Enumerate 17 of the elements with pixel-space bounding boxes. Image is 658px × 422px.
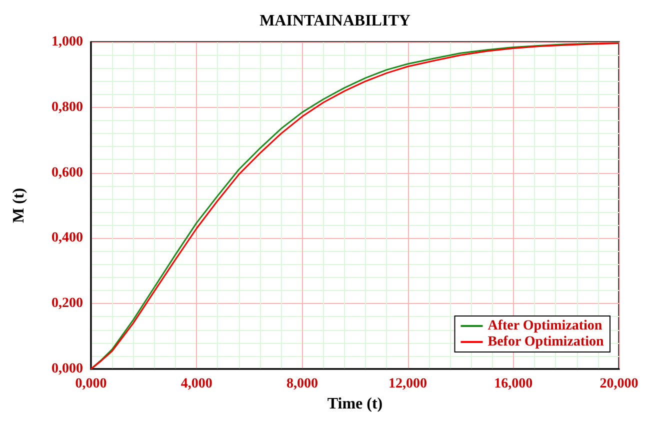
x-tick-label: 8,000	[286, 376, 318, 392]
legend-label: Befor Optimization	[488, 334, 604, 350]
y-axis-title: M (t)	[10, 188, 28, 224]
x-tick-label: 12,000	[388, 376, 428, 392]
y-tick-label: 0,600	[52, 165, 83, 180]
x-tick-label: 0,000	[75, 376, 107, 392]
y-tick-label: 0,800	[52, 100, 83, 115]
x-tick-label: 20,000	[600, 376, 638, 392]
x-tick-label: 4,000	[180, 376, 212, 392]
y-tick-label: 1,000	[52, 34, 83, 50]
legend-label: After Optimization	[488, 318, 602, 334]
y-tick-label: 0,400	[52, 230, 83, 246]
x-tick-label: 16,000	[494, 376, 533, 392]
y-tick-label: 0,000	[52, 362, 83, 376]
x-axis-title: Time (t)	[327, 395, 383, 412]
y-tick-label: 0,200	[52, 296, 83, 312]
chart-title: MAINTAINABILITY	[260, 12, 411, 30]
